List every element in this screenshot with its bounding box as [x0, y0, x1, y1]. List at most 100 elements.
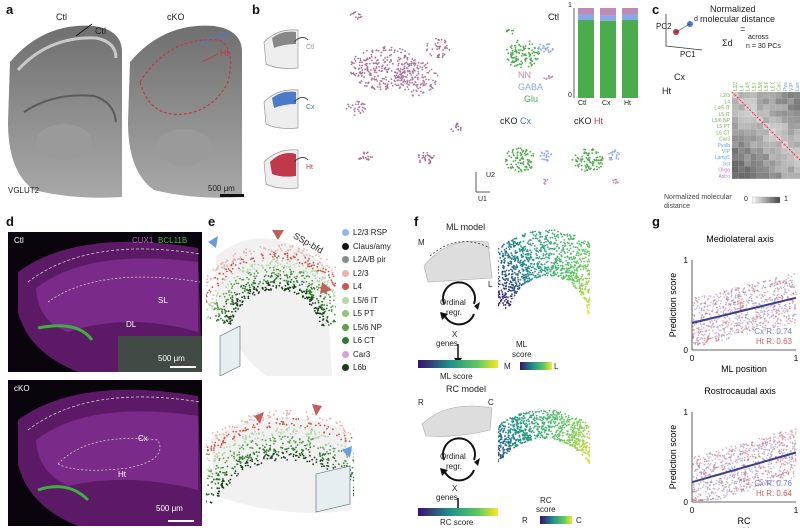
- panel-f-x-label: X: [452, 330, 458, 339]
- g-scatter-point: [752, 287, 755, 290]
- g-scatter-point: [698, 463, 701, 465]
- g-scatter-point: [795, 454, 797, 457]
- g-scatter-point: [769, 305, 772, 307]
- g-scatter-point: [744, 316, 747, 319]
- g-scatter-point: [781, 477, 784, 479]
- g-scatter-point: [719, 324, 721, 327]
- g-scatter-point: [733, 306, 736, 309]
- g-scatter-point: [786, 452, 789, 454]
- g-scatter-point: [790, 477, 793, 479]
- panel-a-brain-images: [8, 23, 244, 198]
- g-scatter-point: [702, 468, 704, 471]
- panel-f-ml-scale-bar: [520, 362, 552, 370]
- g-scatter-point: [767, 452, 770, 455]
- g-scatter-point: [698, 467, 701, 469]
- panel-d-ht-label: Ht: [118, 470, 126, 479]
- g-scatter-point: [714, 302, 716, 305]
- g-scatter-point: [728, 448, 730, 451]
- g-scatter-point: [709, 468, 712, 471]
- g-scatter-point: [759, 445, 762, 448]
- g-scatter-point: [708, 295, 710, 297]
- heatmap-row-label: L5 IT: [719, 112, 730, 118]
- g-scatter-point: [715, 303, 718, 305]
- g-scatter-point: [726, 299, 729, 302]
- g-scatter-point: [758, 444, 761, 447]
- g-scatter-point: [722, 488, 725, 491]
- legend-label: L5/6 IT: [353, 295, 378, 305]
- legend-swatch: [342, 337, 349, 345]
- g-scatter-point: [725, 301, 727, 304]
- g-scatter-point: [711, 336, 714, 339]
- g-scatter-point: [759, 479, 762, 481]
- g-scatter-point: [697, 327, 700, 329]
- g-scatter-point: [775, 297, 777, 300]
- heatmap-row-label: L5 PT: [717, 124, 730, 130]
- g-scatter-point: [755, 311, 757, 313]
- g-scatter-point: [754, 308, 757, 311]
- panel-b-bar-label-ctl: Ctl: [578, 100, 587, 107]
- g-scatter-point: [705, 329, 708, 332]
- g-scatter-point: [712, 470, 715, 472]
- panel-f-r-label: R: [418, 398, 424, 407]
- panel-f-rc-genes: genes: [436, 493, 458, 502]
- legend-item: L5 PT: [342, 307, 412, 321]
- g-scatter-point: [728, 456, 731, 459]
- g-scatter-point: [751, 283, 754, 286]
- g-scatter-point: [735, 287, 737, 289]
- g-scatter-point: [765, 307, 768, 310]
- g-scatter-point: [728, 462, 731, 465]
- g-scatter-point: [762, 472, 764, 475]
- g-scatter-point: [712, 497, 715, 500]
- g-scatter-point: [696, 495, 699, 498]
- g-scatter-point: [698, 296, 700, 298]
- g-scatter-point: [774, 280, 776, 282]
- panel-b-bar-label-cx: Cx: [602, 100, 611, 107]
- panel-e-section-bottom: [206, 404, 354, 513]
- g-scatter-point: [781, 444, 784, 447]
- g-scatter-point: [715, 311, 718, 313]
- g-scatter-point: [739, 305, 742, 308]
- g-scatter-point: [718, 483, 721, 486]
- g-scatter-point: [760, 448, 763, 450]
- g-scatter-point: [783, 448, 785, 451]
- panel-f-rc-title: RC model: [446, 384, 487, 394]
- g-scatter-point: [708, 325, 710, 328]
- g-scatter-point: [761, 438, 763, 440]
- g-scatter-point: [773, 466, 775, 469]
- g-scatter-point: [727, 310, 730, 312]
- g-scatter-point: [752, 455, 755, 458]
- g-scatter-point: [777, 317, 779, 320]
- g-scatter-point: [703, 460, 706, 463]
- panel-c-footer-1: Normalized molecular: [664, 194, 732, 201]
- g-scatter-point: [791, 317, 794, 320]
- g-scatter-point: [760, 321, 762, 324]
- g-scatter-point: [782, 470, 785, 472]
- g-scatter-point: [784, 436, 787, 439]
- g-scatter-point: [693, 308, 696, 311]
- g-scatter-point: [754, 485, 756, 488]
- panel-d-letter: d: [6, 214, 14, 229]
- g-scatter-point: [709, 451, 711, 454]
- g-scatter-point: [754, 473, 757, 476]
- g-scatter-point: [766, 310, 769, 312]
- g-scatter-point: [793, 273, 796, 275]
- g-scatter-point: [774, 455, 777, 458]
- g-scatter-point: [718, 313, 720, 315]
- g-scatter-point: [712, 325, 715, 328]
- g-scatter-point: [718, 477, 721, 480]
- g-scatter-point: [761, 307, 763, 309]
- g-scatter-point: [695, 491, 697, 493]
- g-scatter-point: [738, 295, 740, 298]
- g-scatter-point: [747, 483, 750, 486]
- g-scatter-point: [740, 490, 743, 493]
- g-scatter-point: [768, 309, 770, 311]
- g-scatter-point: [769, 457, 772, 459]
- heatmap-col-label: L5/6 NP: [758, 82, 764, 91]
- g-scatter-point: [792, 470, 795, 473]
- g-scatter-point: [763, 326, 766, 329]
- g-scatter-point: [764, 286, 766, 289]
- g-scatter-point: [744, 291, 747, 294]
- g-scatter-point: [707, 338, 710, 341]
- g-scatter-point: [779, 296, 782, 299]
- panel-b-letter: b: [252, 2, 260, 17]
